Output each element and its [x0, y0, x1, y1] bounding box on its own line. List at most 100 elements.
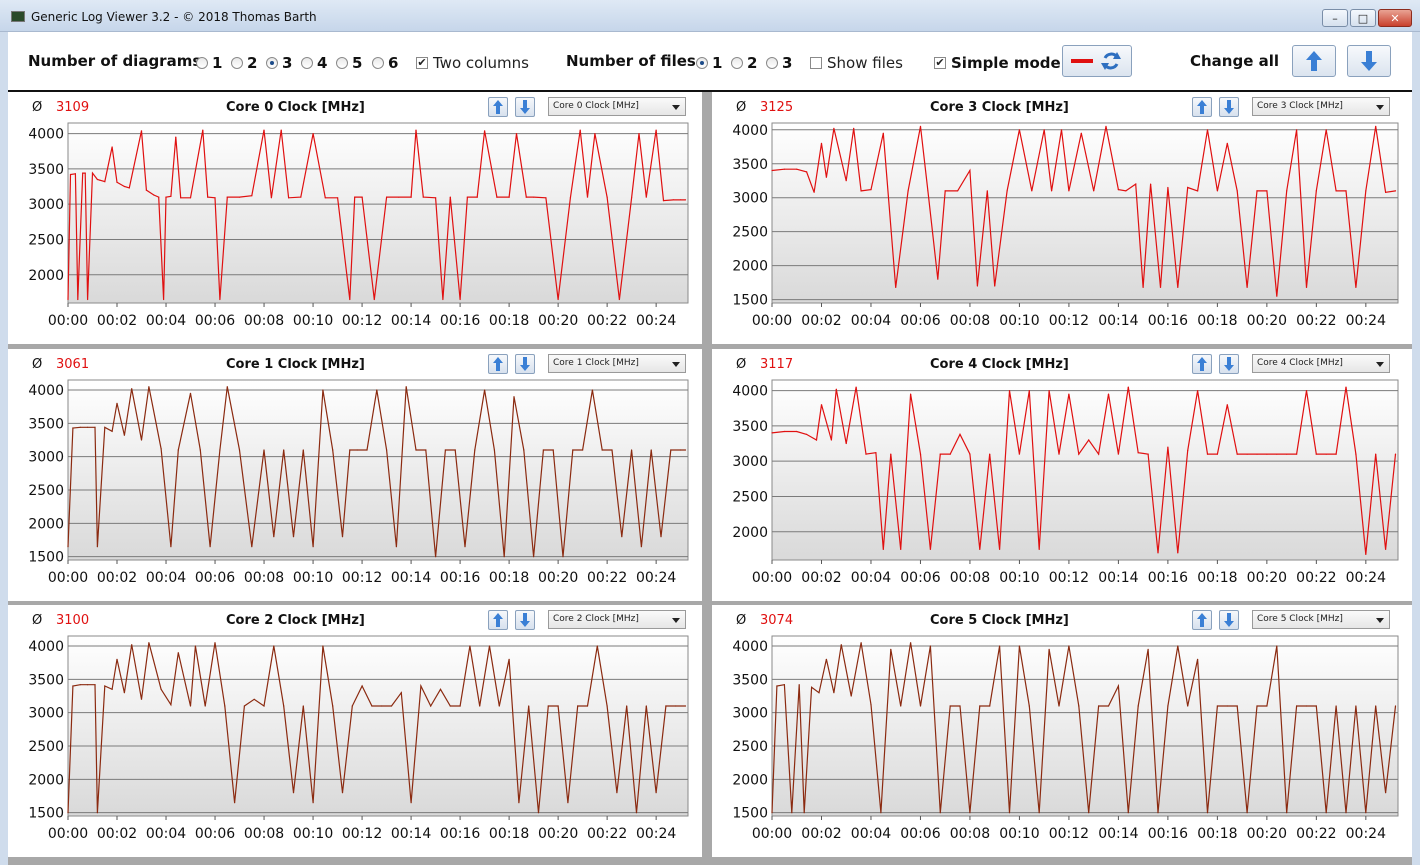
- change-all-up-button[interactable]: [1292, 45, 1336, 77]
- move-down-button[interactable]: [515, 610, 535, 630]
- diagrams-radio-4[interactable]: 4: [301, 54, 327, 72]
- data-point: [204, 705, 206, 707]
- data-point: [1216, 705, 1218, 707]
- show-files-checkbox[interactable]: Show files: [810, 54, 903, 72]
- data-point: [1177, 552, 1179, 554]
- data-point: [650, 449, 652, 451]
- move-down-button[interactable]: [515, 354, 535, 374]
- x-tick-label: 00:12: [1049, 313, 1089, 329]
- move-down-button[interactable]: [515, 97, 535, 117]
- move-up-button[interactable]: [1192, 97, 1212, 117]
- average-value: 3061: [56, 357, 90, 372]
- data-point: [979, 548, 981, 550]
- data-point: [569, 197, 572, 199]
- diagrams-radio-6[interactable]: 6: [372, 54, 398, 72]
- files-radio-2[interactable]: 2: [731, 54, 757, 72]
- panel-separator: [8, 601, 1412, 605]
- data-point: [882, 548, 884, 550]
- data-point: [84, 172, 86, 174]
- x-tick-label: 00:08: [950, 313, 990, 329]
- x-tick-label: 00:18: [489, 826, 529, 842]
- data-point: [219, 449, 221, 451]
- data-point: [684, 199, 687, 201]
- data-point: [1038, 812, 1040, 814]
- data-point: [1157, 812, 1159, 814]
- x-tick-label: 00:18: [1197, 570, 1237, 586]
- data-point: [542, 449, 545, 451]
- data-point: [1197, 190, 1199, 192]
- data-point: [1038, 548, 1040, 550]
- data-point: [1187, 450, 1189, 452]
- move-up-button[interactable]: [488, 97, 508, 117]
- channel-select[interactable]: Core 3 Clock [MHz]: [1252, 97, 1390, 116]
- data-point: [158, 196, 160, 198]
- data-point: [1051, 190, 1053, 192]
- line-color-refresh-button[interactable]: [1062, 45, 1132, 77]
- move-down-button[interactable]: [1219, 354, 1239, 374]
- change-all-down-button[interactable]: [1347, 45, 1391, 77]
- data-point: [1137, 705, 1139, 707]
- diagram-panel: Ø 3117 Core 4 Clock [MHz] Core 4 Clock [MHz…: [712, 349, 1412, 601]
- data-point: [324, 197, 326, 199]
- data-point: [803, 812, 805, 814]
- data-point: [929, 548, 931, 550]
- data-point: [825, 658, 827, 660]
- data-point: [860, 642, 862, 644]
- data-point: [148, 642, 150, 644]
- x-tick-label: 00:08: [950, 826, 990, 842]
- move-up-button[interactable]: [488, 610, 508, 630]
- x-tick-label: 00:14: [391, 570, 431, 586]
- data-point: [1147, 453, 1149, 455]
- close-button[interactable]: ✕: [1378, 9, 1412, 27]
- minimize-button[interactable]: –: [1322, 9, 1348, 27]
- data-point: [386, 449, 388, 451]
- simple-mode-checkbox[interactable]: ✔ Simple mode: [934, 54, 1061, 72]
- arrow-up-icon: [1197, 100, 1207, 114]
- data-point: [283, 705, 285, 707]
- data-point: [449, 196, 451, 198]
- data-point: [444, 449, 446, 451]
- data-point: [1315, 190, 1317, 192]
- data-point: [937, 278, 939, 280]
- data-point: [72, 685, 74, 687]
- channel-select[interactable]: Core 4 Clock [MHz]: [1252, 354, 1390, 373]
- data-point: [835, 388, 837, 390]
- move-down-button[interactable]: [1219, 97, 1239, 117]
- data-point: [508, 196, 510, 198]
- channel-select[interactable]: Core 5 Clock [MHz]: [1252, 610, 1390, 629]
- maximize-button[interactable]: □: [1350, 9, 1376, 27]
- data-point: [1098, 453, 1100, 455]
- move-up-button[interactable]: [1192, 354, 1212, 374]
- data-point: [1135, 183, 1137, 185]
- data-point: [170, 195, 172, 197]
- diagrams-radio-3[interactable]: 3: [266, 54, 292, 72]
- diagram-title: Core 3 Clock [MHz]: [930, 100, 1069, 115]
- files-radio-1[interactable]: 1: [696, 54, 722, 72]
- data-point: [332, 705, 334, 707]
- data-point: [825, 176, 827, 178]
- channel-select[interactable]: Core 0 Clock [MHz]: [548, 97, 686, 116]
- data-point: [618, 298, 621, 301]
- data-point: [415, 129, 417, 131]
- two-columns-checkbox[interactable]: ✔ Two columns: [416, 54, 529, 72]
- channel-select[interactable]: Core 2 Clock [MHz]: [548, 610, 686, 629]
- x-tick-label: 00:20: [1247, 570, 1287, 586]
- channel-select[interactable]: Core 1 Clock [MHz]: [548, 354, 686, 373]
- move-down-button[interactable]: [1219, 610, 1239, 630]
- move-up-button[interactable]: [488, 354, 508, 374]
- data-point: [680, 449, 682, 451]
- data-point: [381, 705, 383, 707]
- diagrams-radio-1[interactable]: 1: [196, 54, 222, 72]
- data-point: [890, 453, 892, 455]
- files-radio-3[interactable]: 3: [766, 54, 792, 72]
- move-up-button[interactable]: [1192, 610, 1212, 630]
- data-point: [263, 449, 265, 451]
- data-point: [1167, 705, 1169, 707]
- diagrams-radio-5[interactable]: 5: [336, 54, 362, 72]
- x-tick-label: 00:24: [636, 570, 676, 586]
- data-point: [1167, 186, 1169, 189]
- data-point: [111, 146, 113, 148]
- data-point: [833, 127, 835, 129]
- data-point: [148, 386, 150, 388]
- diagrams-radio-2[interactable]: 2: [231, 54, 257, 72]
